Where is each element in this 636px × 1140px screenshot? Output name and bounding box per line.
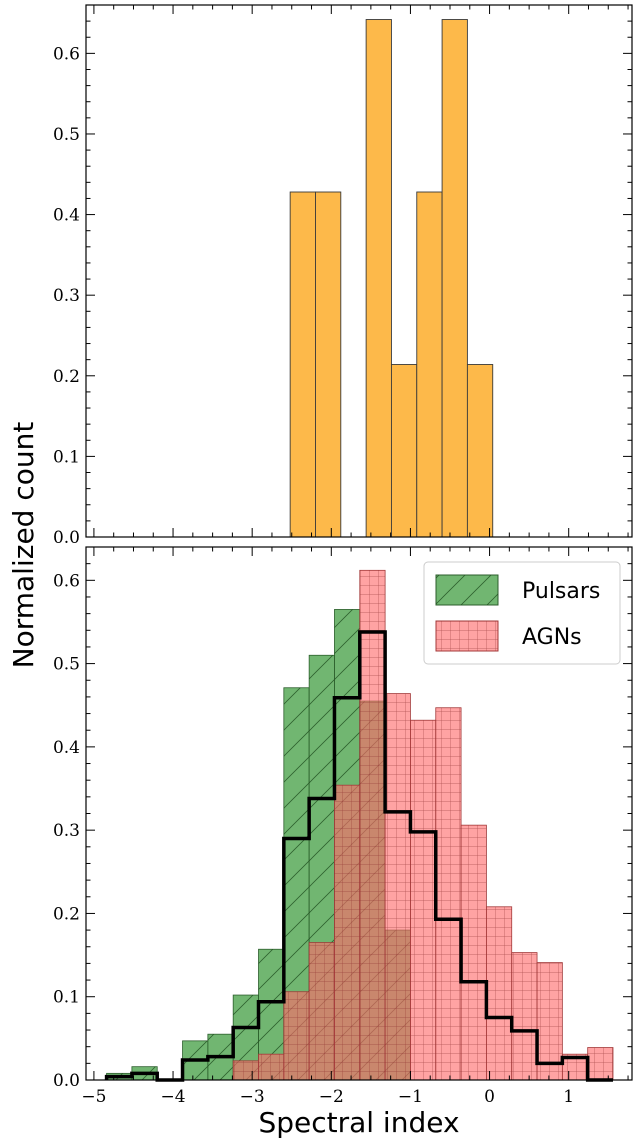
top-axes-frame [85, 4, 633, 538]
agn-bar-hatch [334, 785, 360, 1080]
bottom-ytick-label: 0.6 [53, 571, 80, 591]
bottom-xtick-label: −5 [81, 1087, 106, 1107]
top-ytick-label: 0.5 [53, 125, 80, 145]
agn-bar-hatch [233, 1060, 259, 1080]
top-bar [289, 191, 316, 538]
legend: Pulsars AGNs [423, 561, 621, 665]
bottom-ytick-label: 0.5 [53, 655, 80, 675]
agn-bar-hatch [385, 693, 411, 1080]
bottom-bars [104, 569, 614, 1082]
step-histogram [104, 630, 614, 1082]
bottom-xtick-label: −4 [161, 1087, 186, 1107]
agn-bar-hatch [511, 952, 538, 1080]
top-ytick-label: 0.4 [53, 206, 80, 226]
top-bars [289, 19, 494, 538]
top-bar [390, 364, 418, 538]
top-bar [365, 19, 392, 538]
agn-bar-hatch [309, 942, 335, 1080]
bottom-xtick-label: −3 [240, 1087, 265, 1107]
bottom-ytick-label: 0.3 [53, 821, 80, 841]
top-ytick-label: 0.1 [53, 447, 80, 467]
bottom-ticks: −5 −4 −3 −2 −1 0 1 0.0 0.1 0.2 0.3 0.4 0.5 0.6 [53, 546, 632, 1107]
agn-bar-hatch [435, 707, 462, 1080]
top-panel: 0.0 0.1 0.2 0.3 0.4 0.5 0.6 [53, 4, 633, 548]
top-ticks: 0.0 0.1 0.2 0.3 0.4 0.5 0.6 [53, 4, 632, 548]
legend-items: Pulsars AGNs [435, 574, 600, 652]
top-ytick-label: 0.0 [53, 528, 80, 548]
top-bar [315, 191, 342, 538]
x-axis-label: Spectral index [258, 1106, 459, 1139]
agn-bar-hatch [461, 825, 487, 1080]
bottom-ytick-label: 0.1 [53, 988, 80, 1008]
bottom-ytick-label: 0.2 [53, 904, 80, 924]
legend-swatch-hatch-agns [436, 621, 498, 651]
agn-bar-hatch [486, 906, 512, 1080]
agn-bar-hatch [359, 570, 386, 1080]
bottom-xtick-label: −2 [319, 1087, 344, 1107]
y-axis-label: Normalized count [7, 422, 40, 669]
top-bar [466, 364, 494, 538]
top-ytick-label: 0.2 [53, 367, 80, 387]
agn-bar-hatch [410, 720, 436, 1080]
agn-bar-hatch [587, 1047, 614, 1080]
bottom-xtick-label: 1 [563, 1087, 574, 1107]
agn-bar-hatch [258, 1054, 284, 1080]
top-ytick-label: 0.3 [53, 286, 80, 306]
top-bar [416, 191, 443, 538]
bottom-ytick-label: 0.0 [53, 1071, 80, 1091]
legend-label-pulsars: Pulsars [522, 579, 600, 604]
agn-bar-hatch [283, 991, 310, 1080]
top-bar [441, 19, 468, 538]
bottom-ytick-label: 0.4 [53, 738, 80, 758]
bottom-xtick-label: 0 [484, 1087, 495, 1107]
bottom-panel: −5 −4 −3 −2 −1 0 1 0.0 0.1 0.2 0.3 0.4 0.5 0.6 Pulsar… [53, 546, 633, 1107]
bottom-xtick-label: −1 [398, 1087, 423, 1107]
legend-label-agns: AGNs [522, 625, 582, 650]
agn-bar-hatch [537, 962, 563, 1080]
legend-swatch-hatch-pulsars [436, 575, 498, 605]
top-ytick-label: 0.6 [53, 44, 80, 64]
